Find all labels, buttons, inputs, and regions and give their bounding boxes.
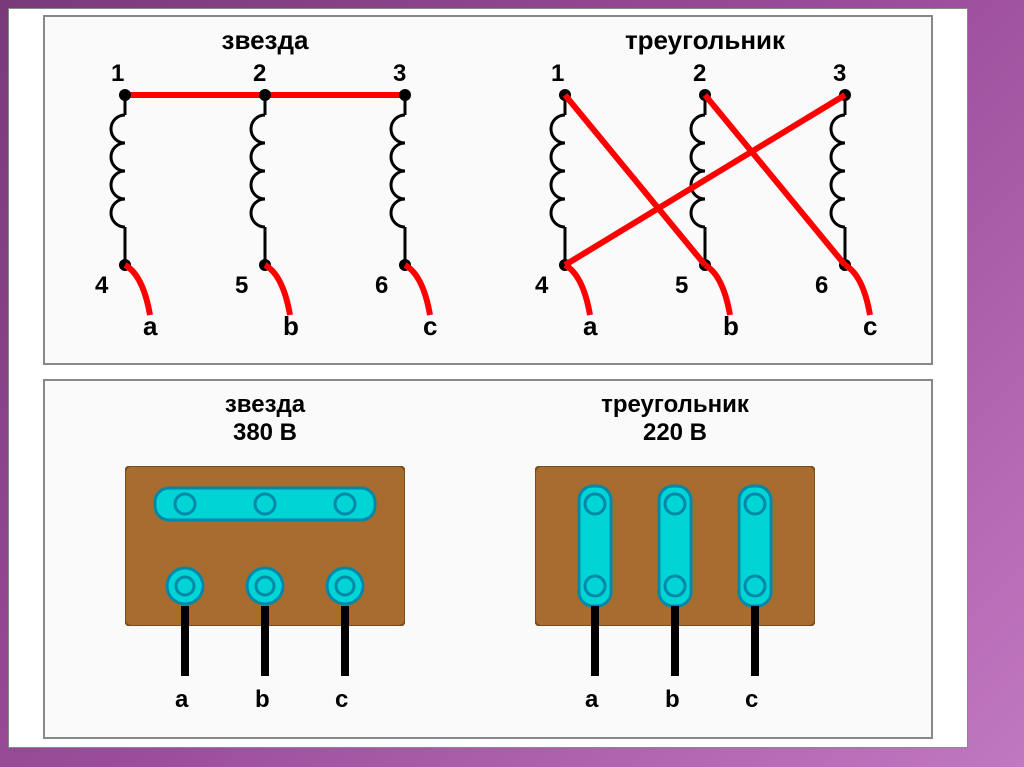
diagram-canvas: звезда: [8, 8, 968, 748]
star-bot-6: 6: [375, 272, 388, 299]
svg-text:b: b: [723, 311, 739, 341]
star-svg: 1 2 3 4 5 6 a b c: [55, 25, 475, 345]
svg-text:a: a: [583, 311, 598, 341]
lead-c-star: [341, 606, 349, 676]
star-top-3: 3: [393, 60, 406, 87]
delta-svg: 1 2 3 4 5 6 a b c: [495, 25, 915, 345]
svg-text:4: 4: [535, 272, 549, 299]
bottom-panel: звезда 380 В a: [43, 379, 933, 739]
svg-text:c: c: [863, 311, 877, 341]
lead-c-delta: [751, 606, 759, 676]
star-top-2: 2: [253, 60, 266, 87]
phase-a-star: a: [175, 686, 188, 714]
svg-text:1: 1: [551, 60, 564, 87]
lead-b-delta: [671, 606, 679, 676]
phase-b-delta: b: [665, 686, 680, 714]
star-phase-b: b: [283, 311, 299, 341]
terminal-star-title: звезда 380 В: [125, 391, 405, 447]
svg-text:6: 6: [815, 272, 828, 299]
schematic-delta: треугольник: [495, 25, 915, 345]
star-phase-c: c: [423, 311, 437, 341]
svg-text:3: 3: [833, 60, 846, 87]
star-bot-4: 4: [95, 272, 109, 299]
top-panel: звезда: [43, 15, 933, 365]
lead-b-star: [261, 606, 269, 676]
star-top-1: 1: [111, 60, 124, 87]
terminal-delta-title: треугольник 220 В: [535, 391, 815, 447]
lead-a-delta: [591, 606, 599, 676]
title-star: звезда: [55, 25, 475, 56]
terminal-box-delta: [535, 466, 815, 626]
phase-c-delta: c: [745, 686, 758, 714]
title-delta: треугольник: [495, 25, 915, 56]
schematic-star: звезда: [55, 25, 475, 345]
phase-c-star: c: [335, 686, 348, 714]
phase-a-delta: a: [585, 686, 598, 714]
star-bot-5: 5: [235, 272, 248, 299]
lead-a-star: [181, 606, 189, 676]
svg-text:2: 2: [693, 60, 706, 87]
star-phase-a: a: [143, 311, 158, 341]
svg-text:5: 5: [675, 272, 688, 299]
terminal-box-star: [125, 466, 405, 626]
phase-b-star: b: [255, 686, 270, 714]
